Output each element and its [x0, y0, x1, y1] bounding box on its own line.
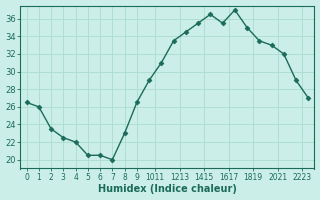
X-axis label: Humidex (Indice chaleur): Humidex (Indice chaleur): [98, 184, 237, 194]
